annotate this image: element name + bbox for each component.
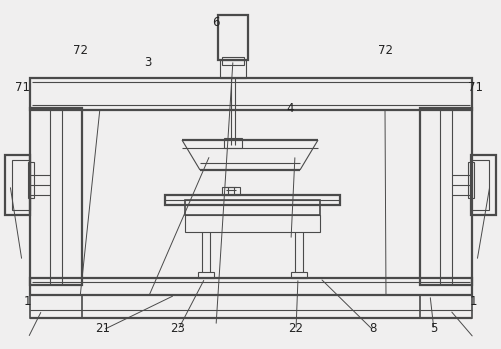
Text: 72: 72 (378, 44, 393, 57)
Bar (218, 15, 248, 60)
Text: 3: 3 (144, 56, 151, 69)
Bar (222, 57, 244, 65)
Bar (222, 187, 240, 195)
Bar (471, 160, 489, 210)
Text: 4: 4 (287, 102, 294, 115)
Text: 71: 71 (468, 81, 483, 94)
Text: 6: 6 (212, 16, 219, 29)
Text: 71: 71 (15, 81, 30, 94)
Bar (224, 138, 242, 148)
Bar (165, 195, 340, 205)
Text: 23: 23 (170, 322, 185, 335)
Text: 1: 1 (24, 295, 31, 309)
Bar (5, 155, 30, 215)
Bar (468, 162, 474, 198)
Text: 22: 22 (288, 322, 303, 335)
Bar (471, 155, 496, 215)
Bar (30, 78, 472, 110)
Text: 21: 21 (95, 322, 110, 335)
Text: 8: 8 (370, 322, 377, 335)
Bar (30, 295, 82, 318)
Text: 1: 1 (470, 295, 477, 309)
Bar (198, 272, 214, 278)
Bar (30, 108, 82, 285)
Bar (291, 272, 307, 278)
Bar (185, 215, 320, 232)
Bar (220, 60, 246, 78)
Bar (185, 200, 320, 215)
Bar (28, 162, 34, 198)
Bar (12, 160, 30, 210)
Bar (30, 278, 472, 295)
Bar (420, 295, 472, 318)
Text: 72: 72 (73, 44, 88, 57)
Bar (420, 108, 472, 285)
Text: 5: 5 (430, 322, 437, 335)
